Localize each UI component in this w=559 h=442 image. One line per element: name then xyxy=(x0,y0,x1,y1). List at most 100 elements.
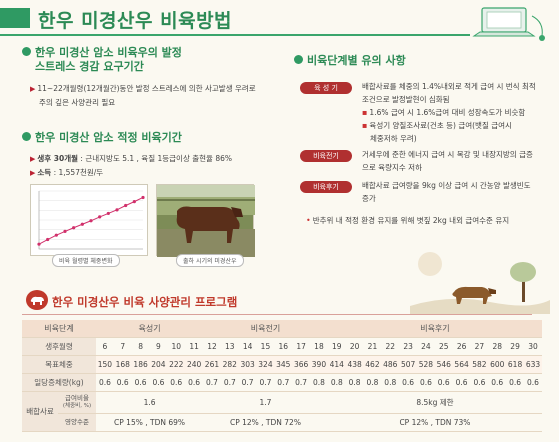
table-row-feed-ratio: 배합사료 급여비율 (체중비, %) 1.6 1.7 8.5kg 제한 xyxy=(22,391,542,432)
weight-cell: 600 xyxy=(488,355,507,374)
stage-tag-early-fattening: 비육전기 xyxy=(300,150,352,162)
weight-cell: 345 xyxy=(274,355,293,374)
gain-cell: 0.8 xyxy=(381,373,400,392)
gain-cell: 0.8 xyxy=(310,373,328,392)
age-cell: 11 xyxy=(185,337,204,356)
chart-point xyxy=(72,226,76,230)
text-line2: 주의 깊은 사양관리 필요 xyxy=(39,98,116,107)
age-cell: 19 xyxy=(327,337,346,356)
arrow-bullet-icon: ▶ xyxy=(30,169,36,177)
gain-cell: 0.6 xyxy=(149,373,168,392)
stage-head-label: 비육단계 xyxy=(22,320,97,338)
weight-cell: 528 xyxy=(417,355,435,374)
section-title: 비육단계별 유의 사항 xyxy=(307,54,406,67)
weight-cell: 618 xyxy=(506,355,524,374)
gain-cell: 0.6 xyxy=(488,373,507,392)
program-rule xyxy=(22,314,532,315)
weight-cell: 240 xyxy=(185,355,204,374)
chart-point xyxy=(98,215,102,219)
row-label-age: 생후월령 xyxy=(22,337,97,356)
text-line2: 으로 육량지수 저하 xyxy=(362,163,422,172)
weight-cell: 462 xyxy=(363,355,382,374)
stage-tag-late-fattening: 비육후기 xyxy=(300,181,352,193)
gain-cell: 0.6 xyxy=(452,373,471,392)
item-text: : 근내지방도 5.1 , 육질 1등급이상 출현율 86% xyxy=(78,154,232,163)
age-cell: 20 xyxy=(345,337,364,356)
chart-point xyxy=(37,242,41,246)
bullet-icon: ▪ xyxy=(362,108,368,117)
weight-cell: 261 xyxy=(203,355,221,374)
gain-cell: 0.7 xyxy=(220,373,239,392)
page-title: 한우 미경산우 비육방법 xyxy=(38,10,233,32)
stage-tag-growing: 육 성 기 xyxy=(300,82,352,94)
age-cell: 27 xyxy=(470,337,489,356)
feed-ratio-late: 8.5kg 제한 xyxy=(327,391,542,414)
text-line1: 거세우에 준한 에너지 급여 시 복강 및 내장지방의 급증 xyxy=(362,150,533,159)
age-cell: 9 xyxy=(149,337,168,356)
figure2-caption: 출하 시기의 미경산우 xyxy=(176,254,244,267)
table-row-gain: 일당증체량(kg) 0.6 0.6 0.6 0.6 0.6 0.6 0.7 0.7 0.7 0.7… xyxy=(22,373,542,392)
table-row-age: 생후월령 6 7 8 9 10 11 12 13 14 15 16 17 18 19 20 21 22 23 24 2… xyxy=(22,337,542,356)
note-text: 반추위 내 적정 환경 유지를 위해 볏짚 2kg 내외 급여수준 유지 xyxy=(312,216,510,225)
stage-early-head: 비육전기 xyxy=(203,320,328,338)
section-fattening-period-text: ▶ 생후 30개월 : 근내지방도 5.1 , 육질 1등급이상 출현율 86% … xyxy=(30,152,280,180)
arrow-bullet-icon: ▶ xyxy=(30,85,36,93)
row-label-gain: 일당증체량(kg) xyxy=(22,373,97,392)
gain-cell: 0.6 xyxy=(523,373,542,392)
section-title: 한우 미경산 암소 적정 비육기간 xyxy=(35,131,182,144)
age-cell: 10 xyxy=(167,337,186,356)
chart-point xyxy=(54,233,58,237)
gain-cell: 0.6 xyxy=(434,373,453,392)
row-label-nutrition: 영양수준 xyxy=(58,413,97,432)
age-cell: 15 xyxy=(256,337,275,356)
weight-cell: 546 xyxy=(434,355,453,374)
laptop-illustration-icon xyxy=(472,7,545,41)
weight-cell: 414 xyxy=(327,355,346,374)
arrow-bullet-icon: ▶ xyxy=(30,155,36,163)
age-cell: 16 xyxy=(274,337,293,356)
chart-axis xyxy=(38,191,143,250)
cow-photo xyxy=(156,184,255,257)
text-line1: 11~22개월령(12개월간)동안 발정 스트레스에 의한 사고발생 우려로 xyxy=(37,84,256,93)
weight-cell: 366 xyxy=(292,355,311,374)
chart-point xyxy=(46,237,50,242)
figure1-caption: 비육 월령별 체중변화 xyxy=(52,254,120,267)
age-cell: 24 xyxy=(417,337,435,356)
feed-ratio-growing: 1.6 xyxy=(96,391,204,414)
weight-cell: 582 xyxy=(470,355,489,374)
weight-cell: 282 xyxy=(220,355,239,374)
gain-cell: 0.6 xyxy=(399,373,418,392)
chart-point xyxy=(124,203,128,208)
text-line1: 배합사료 급여량을 9kg 이상 급여 시 간농양 발생빈도 xyxy=(362,181,531,190)
section-bullet-icon xyxy=(22,47,31,56)
age-cell: 8 xyxy=(131,337,150,356)
row-label-feed: 배합사료 xyxy=(22,391,58,432)
weight-cell: 168 xyxy=(113,355,132,374)
weight-line-chart xyxy=(37,190,145,250)
sub-item: 1.6% 급여 시 1.6%급여 대비 성장속도가 비슷함 xyxy=(369,108,526,117)
item-label: 생후 30개월 xyxy=(37,154,79,163)
weight-cell: 204 xyxy=(149,355,168,374)
gain-cell: 0.8 xyxy=(327,373,346,392)
weight-cell: 186 xyxy=(131,355,150,374)
weight-cell: 486 xyxy=(381,355,400,374)
table-row-nutrition: 영양수준 CP 15% , TDN 69% CP 12% , TDN 72% C… xyxy=(22,413,542,432)
chart-point xyxy=(89,219,93,223)
header-rule xyxy=(0,34,470,36)
chart-point xyxy=(106,211,110,216)
section-estrus-stress-title: 한우 미경산 암소 비육우의 발정 스트레스 경감 요구기간 xyxy=(22,46,182,74)
stage-early-text: 거세우에 준한 에너지 급여 시 복강 및 내장지방의 급증 으로 육량지수 저… xyxy=(362,148,552,174)
gain-cell: 0.6 xyxy=(185,373,204,392)
cow-tree-illustration-icon xyxy=(410,252,550,314)
feed-ratio-label: 급여비율 xyxy=(65,394,89,402)
weight-cell: 390 xyxy=(310,355,328,374)
gain-cell: 0.6 xyxy=(417,373,435,392)
gain-cell: 0.7 xyxy=(292,373,311,392)
chart-point xyxy=(63,229,67,234)
age-cell: 18 xyxy=(310,337,328,356)
nutrition-growing: CP 15% , TDN 69% xyxy=(96,413,204,432)
feeding-program-table: 비육단계 육성기 비육전기 비육후기 생후월령 6 7 8 9 10 11 12 13 14 15… xyxy=(22,320,542,432)
gain-cell: 0.6 xyxy=(167,373,186,392)
gain-cell: 0.8 xyxy=(363,373,382,392)
chart-point xyxy=(115,208,119,212)
